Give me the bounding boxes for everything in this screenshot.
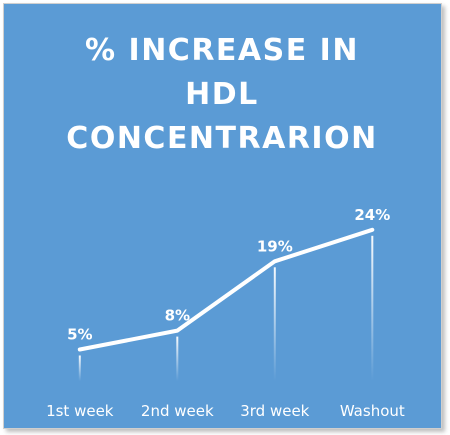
drop-lines xyxy=(78,235,374,381)
drop-line xyxy=(78,355,81,381)
x-tick-label: 2nd week xyxy=(141,402,214,420)
x-tick-label: 3rd week xyxy=(240,402,309,420)
data-label: 8% xyxy=(165,307,190,325)
chart-title-line-1: % INCREASE IN xyxy=(85,33,359,68)
data-labels: 5% 8% 19% 24% xyxy=(67,206,390,344)
drop-line xyxy=(273,267,276,381)
chart-area: % INCREASE IN HDL CONCENTRARION 5% 8% 19% 2… xyxy=(3,3,442,429)
series-line xyxy=(77,227,375,352)
chart-title: % INCREASE IN HDL CONCENTRARION xyxy=(66,33,377,156)
chart-title-line-3: CONCENTRARION xyxy=(66,121,377,156)
data-label: 5% xyxy=(67,326,92,344)
x-tick-label: 1st week xyxy=(46,402,114,420)
data-label: 24% xyxy=(354,206,390,224)
line-chart: % INCREASE IN HDL CONCENTRARION 5% 8% 19% 2… xyxy=(46,33,405,420)
drop-line xyxy=(176,336,179,381)
data-label: 19% xyxy=(257,237,293,255)
chart-title-line-2: HDL xyxy=(185,77,259,112)
x-axis-tick-labels: 1st week 2nd week 3rd week Washout xyxy=(46,402,405,420)
drop-line xyxy=(371,235,374,381)
x-tick-label: Washout xyxy=(340,402,405,420)
